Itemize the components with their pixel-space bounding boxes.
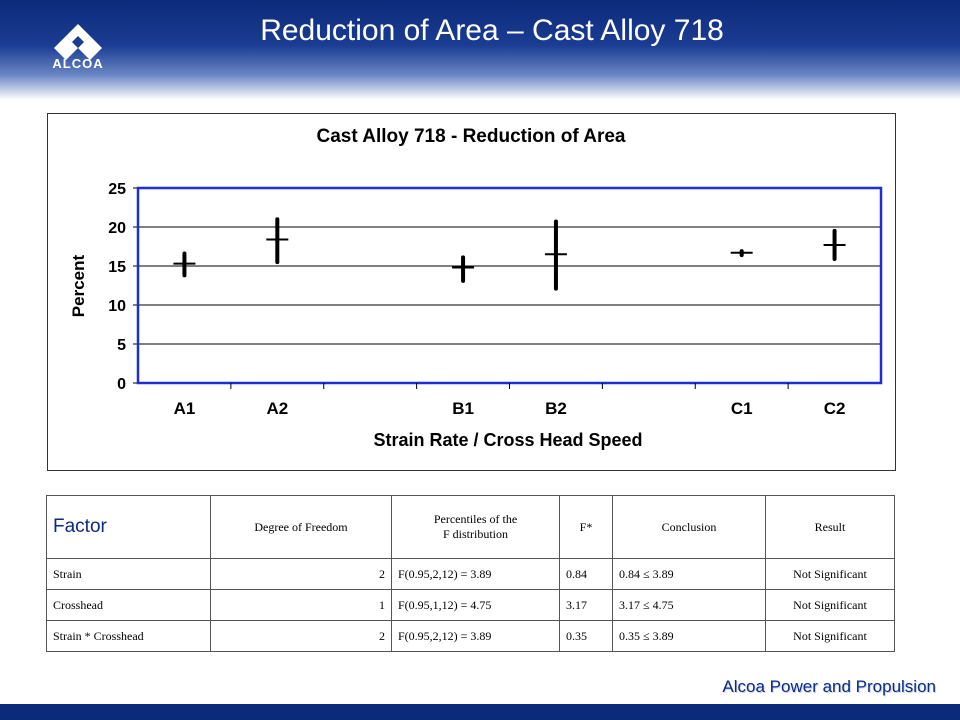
x-tick-label: C2 [824,399,846,418]
anova-table: Factor Degree of Freedom Percentiles of … [46,495,895,652]
alcoa-logo-icon [54,24,102,60]
cell-conclusion: 0.84 ≤ 3.89 [612,558,766,590]
y-tick-label: 15 [108,259,126,276]
x-tick-label: B2 [545,399,567,418]
y-axis-label: Percent [69,254,88,317]
header-degree-of-freedom: Degree of Freedom [210,495,392,559]
cell-result: Not Significant [765,558,895,590]
y-tick-label: 5 [117,337,126,354]
cell-df: 1 [210,589,392,621]
y-tick-label: 25 [108,181,126,198]
page-title: Reduction of Area – Cast Alloy 718 [260,14,724,47]
footer-bar [0,704,960,720]
cell-df: 2 [210,558,392,590]
table-header-row: Factor Degree of Freedom Percentiles of … [46,495,895,559]
x-tick-label: A2 [266,399,288,418]
table-row: Crosshead 1 F(0.95,1,12) = 4.75 3.17 3.1… [46,589,895,621]
slide-header: ALCOA Reduction of Area – Cast Alloy 718 [0,0,960,100]
footer-text: Alcoa Power and Propulsion [722,677,936,696]
cell-df: 2 [210,620,392,652]
cell-result: Not Significant [765,620,895,652]
y-tick-label: 20 [108,220,126,237]
table-row: Strain 2 F(0.95,2,12) = 3.89 0.84 0.84 ≤… [46,558,895,590]
x-tick-label: B1 [452,399,474,418]
plot-area [136,186,883,385]
y-tick-label: 0 [117,376,126,393]
cell-percentile: F(0.95,2,12) = 3.89 [391,558,560,590]
chart-frame: Cast Alloy 718 - Reduction of Area Strai… [47,113,896,471]
header-percentiles-line2: F distribution [442,527,508,541]
header-conclusion: Conclusion [612,495,766,559]
cell-f-star: 0.35 [559,620,613,652]
header-result: Result [765,495,895,559]
table-row: Strain * Crosshead 2 F(0.95,2,12) = 3.89… [46,620,895,652]
x-tick-label: C1 [731,399,753,418]
y-tick-label: 10 [108,298,126,315]
logo-text: ALCOA [52,56,104,71]
cell-conclusion: 3.17 ≤ 4.75 [612,589,766,621]
cell-factor: Crosshead [46,589,211,621]
x-tick-label: A1 [174,399,196,418]
header-factor: Factor [46,495,211,559]
cell-f-star: 3.17 [559,589,613,621]
cell-percentile: F(0.95,1,12) = 4.75 [391,589,560,621]
range-chart: Cast Alloy 718 - Reduction of Area Strai… [69,126,883,450]
header-percentiles-line1: Percentiles of the [433,512,518,526]
cell-factor: Strain * Crosshead [46,620,211,652]
header-percentiles: Percentiles of the F distribution [391,495,560,559]
cell-factor: Strain [46,558,211,590]
header-f-star: F* [559,495,613,559]
cell-result: Not Significant [765,589,895,621]
cell-conclusion: 0.35 ≤ 3.89 [612,620,766,652]
cell-f-star: 0.84 [559,558,613,590]
chart-title: Cast Alloy 718 - Reduction of Area [317,126,626,147]
cell-percentile: F(0.95,2,12) = 3.89 [391,620,560,652]
x-axis-label: Strain Rate / Cross Head Speed [373,430,642,450]
